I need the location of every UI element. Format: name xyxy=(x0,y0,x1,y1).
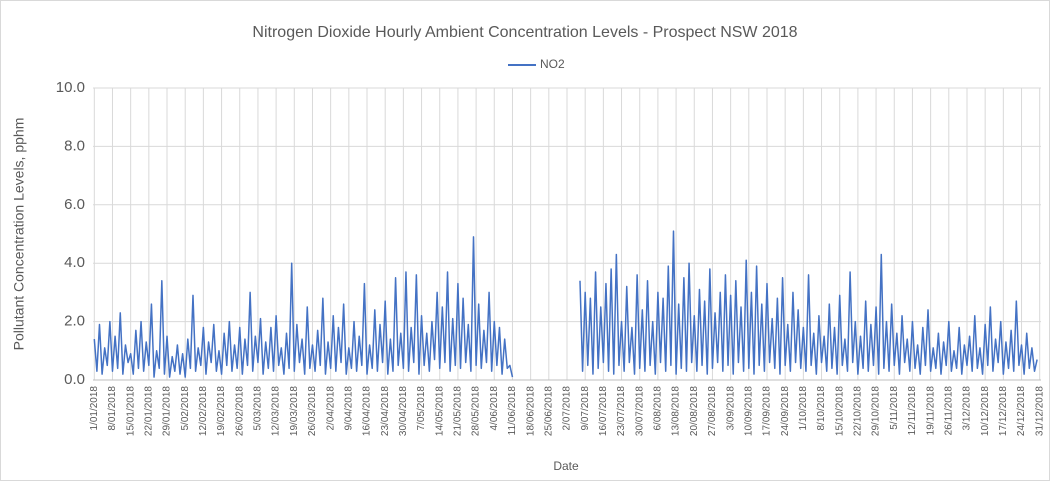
x-tick-label: 22/10/2018 xyxy=(853,386,864,436)
legend-label: NO2 xyxy=(540,57,565,71)
x-tick-label: 14/05/2018 xyxy=(434,386,445,436)
x-tick-label: 15/01/2018 xyxy=(125,386,136,436)
x-tick-label: 1/01/2018 xyxy=(89,386,100,431)
x-tick-label: 25/06/2018 xyxy=(543,386,554,436)
x-tick-label: 12/02/2018 xyxy=(198,386,209,436)
x-tick-label: 10/12/2018 xyxy=(980,386,991,436)
x-tick-label: 23/07/2018 xyxy=(616,386,627,436)
x-tick-label: 8/01/2018 xyxy=(107,386,118,431)
x-tick-label: 17/09/2018 xyxy=(762,386,773,436)
x-tick-label: 3/09/2018 xyxy=(725,386,736,431)
x-tick-label: 6/08/2018 xyxy=(653,386,664,431)
chart-title: Nitrogen Dioxide Hourly Ambient Concentr… xyxy=(252,24,797,41)
x-tick-label: 12/03/2018 xyxy=(271,386,282,436)
x-tick-label: 1/10/2018 xyxy=(798,386,809,431)
x-tick-label: 26/03/2018 xyxy=(307,386,318,436)
x-tick-label: 19/11/2018 xyxy=(925,386,936,436)
x-tick-label: 17/12/2018 xyxy=(998,386,1009,436)
x-tick-label: 16/04/2018 xyxy=(362,386,373,436)
x-tick-label: 16/07/2018 xyxy=(598,386,609,436)
x-tick-label: 5/11/2018 xyxy=(889,386,900,430)
y-tick-label: 4.0 xyxy=(64,254,85,271)
x-tick-label: 7/05/2018 xyxy=(416,386,427,431)
y-tick-label: 10.0 xyxy=(56,79,85,96)
x-tick-label: 30/04/2018 xyxy=(398,386,409,436)
x-tick-label: 19/02/2018 xyxy=(216,386,227,436)
x-tick-label: 24/09/2018 xyxy=(780,386,791,436)
x-tick-label: 28/05/2018 xyxy=(471,386,482,436)
x-tick-label: 23/04/2018 xyxy=(380,386,391,436)
y-tick-label: 8.0 xyxy=(64,137,85,154)
x-tick-label: 18/06/2018 xyxy=(525,386,536,436)
x-tick-label: 13/08/2018 xyxy=(671,386,682,436)
x-tick-label: 30/07/2018 xyxy=(634,386,645,436)
x-tick-label: 26/02/2018 xyxy=(234,386,245,436)
y-tick-label: 6.0 xyxy=(64,196,85,213)
x-tick-label: 29/01/2018 xyxy=(162,386,173,436)
x-tick-label: 2/04/2018 xyxy=(325,386,336,431)
x-tick-label: 4/06/2018 xyxy=(489,386,500,431)
x-tick-label: 19/03/2018 xyxy=(289,386,300,436)
x-tick-label: 9/07/2018 xyxy=(580,386,591,431)
y-axis-label: Pollutant Concentration Levels, pphm xyxy=(11,118,27,351)
x-tick-label: 9/04/2018 xyxy=(343,386,354,431)
x-tick-label: 20/08/2018 xyxy=(689,386,700,436)
x-tick-label: 15/10/2018 xyxy=(834,386,845,436)
x-tick-label: 2/07/2018 xyxy=(562,386,573,431)
x-tick-label: 5/02/2018 xyxy=(180,386,191,431)
x-tick-label: 27/08/2018 xyxy=(707,386,718,436)
x-tick-label: 11/06/2018 xyxy=(507,386,518,436)
y-tick-label: 2.0 xyxy=(64,313,85,330)
x-tick-label: 8/10/2018 xyxy=(816,386,827,431)
x-tick-label: 12/11/2018 xyxy=(907,386,918,436)
x-axis-label: Date xyxy=(553,459,579,473)
x-tick-label: 29/10/2018 xyxy=(871,386,882,436)
x-tick-label: 3/12/2018 xyxy=(962,386,973,431)
x-tick-label: 26/11/2018 xyxy=(943,386,954,436)
x-tick-label: 22/01/2018 xyxy=(143,386,154,436)
x-tick-label: 5/03/2018 xyxy=(253,386,264,431)
y-tick-label: 0.0 xyxy=(64,371,85,388)
x-tick-label: 10/09/2018 xyxy=(743,386,754,436)
x-tick-label: 21/05/2018 xyxy=(453,386,464,436)
x-tick-label: 24/12/2018 xyxy=(1016,386,1027,436)
data-line xyxy=(93,230,1038,378)
x-tick-label: 31/12/2018 xyxy=(1034,386,1045,436)
